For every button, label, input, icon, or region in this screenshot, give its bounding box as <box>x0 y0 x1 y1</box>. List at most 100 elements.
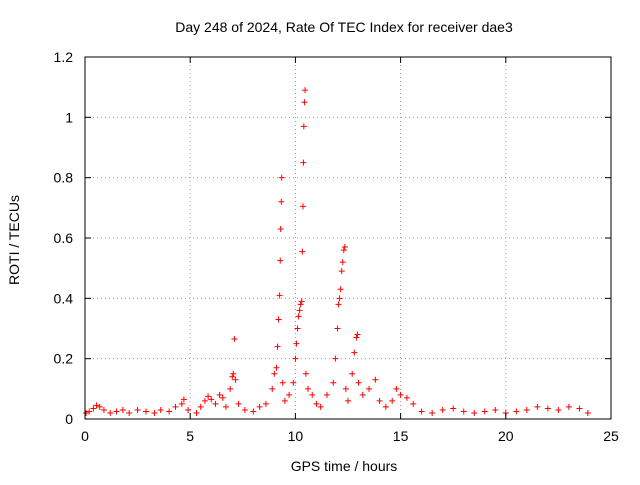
data-point <box>232 376 239 383</box>
data-point <box>299 248 306 255</box>
data-point <box>376 397 383 404</box>
data-point <box>345 397 351 404</box>
data-point <box>372 376 379 383</box>
data-point <box>340 247 347 254</box>
data-point <box>93 402 100 409</box>
data-point <box>229 373 236 380</box>
data-point <box>269 385 276 392</box>
data-point <box>382 403 389 410</box>
data-point <box>302 87 309 94</box>
data-point <box>349 370 356 377</box>
data-point <box>274 343 281 350</box>
data-point <box>584 409 591 416</box>
data-point <box>544 405 551 412</box>
x-tick-label: 5 <box>186 428 194 444</box>
y-axis-label: ROTI / TECUs <box>6 195 22 285</box>
data-points <box>83 87 591 416</box>
data-point <box>273 364 280 371</box>
data-point <box>330 379 337 386</box>
y-tick-labels: 0 0.2 0.4 0.6 0.8 1 1.2 <box>54 49 74 427</box>
y-tick-label: 0.8 <box>54 170 74 186</box>
data-point <box>317 403 324 410</box>
y-tick-label: 0.4 <box>54 290 74 306</box>
data-point <box>341 244 348 251</box>
data-point <box>296 307 303 314</box>
data-point <box>450 405 457 412</box>
data-point <box>279 379 286 386</box>
data-point <box>157 406 164 413</box>
data-point <box>166 408 173 415</box>
data-point <box>565 403 572 410</box>
data-point <box>298 298 305 305</box>
data-point <box>212 400 219 407</box>
data-point <box>418 408 425 415</box>
data-point <box>342 385 349 392</box>
data-point <box>337 286 344 293</box>
data-point <box>351 349 358 356</box>
data-point <box>302 370 309 377</box>
y-tick-label: 0.6 <box>54 230 74 246</box>
data-point <box>126 409 133 416</box>
data-point <box>180 396 187 403</box>
data-point <box>300 159 307 166</box>
data-point <box>293 340 300 347</box>
data-point <box>353 334 360 341</box>
data-point <box>286 391 293 398</box>
data-point <box>241 406 248 413</box>
data-point <box>393 385 400 392</box>
data-point <box>534 403 541 410</box>
data-point <box>276 292 283 299</box>
data-point <box>403 394 410 401</box>
y-tick-label: 1 <box>65 109 73 125</box>
x-tick-label: 15 <box>393 428 409 444</box>
data-point <box>256 403 263 410</box>
data-point <box>366 385 373 392</box>
data-point <box>336 295 343 302</box>
data-point <box>290 379 297 386</box>
x-tick-labels: 0 5 10 15 20 25 <box>81 428 619 444</box>
data-point <box>235 400 242 407</box>
data-point <box>513 408 520 415</box>
data-point <box>460 408 467 415</box>
x-axis-label: GPS time / hours <box>291 458 398 474</box>
data-point <box>275 316 282 323</box>
data-point <box>278 174 285 181</box>
y-tick-label: 0.2 <box>54 351 74 367</box>
data-point <box>397 391 404 398</box>
data-point <box>359 391 366 398</box>
data-point <box>492 406 499 413</box>
y-tick-label: 1.2 <box>54 49 74 65</box>
data-point <box>278 198 285 205</box>
data-point <box>305 385 312 392</box>
data-point <box>323 391 330 398</box>
data-point <box>83 409 90 416</box>
data-point <box>354 331 361 338</box>
data-point <box>178 400 185 407</box>
data-point <box>295 313 302 320</box>
data-point <box>193 409 200 416</box>
data-point <box>297 301 304 308</box>
data-point <box>277 257 284 264</box>
chart-title: Day 248 of 2024, Rate Of TEC Index for r… <box>175 19 513 35</box>
y-tick-label: 0 <box>65 411 73 427</box>
data-point <box>277 225 284 232</box>
data-point <box>355 379 362 386</box>
data-point <box>294 325 301 332</box>
plot-frame <box>84 56 612 420</box>
data-point <box>339 259 346 266</box>
x-tick-label: 10 <box>288 428 304 444</box>
data-point <box>481 408 488 415</box>
data-point <box>134 406 141 413</box>
data-point <box>231 336 238 343</box>
data-point <box>185 406 192 413</box>
data-point <box>86 408 93 415</box>
axis-ticks <box>84 56 612 420</box>
data-point <box>250 408 257 415</box>
data-point <box>439 406 446 413</box>
data-point <box>197 403 204 410</box>
data-point <box>271 370 278 377</box>
data-point <box>107 409 114 416</box>
data-point <box>222 403 229 410</box>
data-point <box>208 396 215 403</box>
